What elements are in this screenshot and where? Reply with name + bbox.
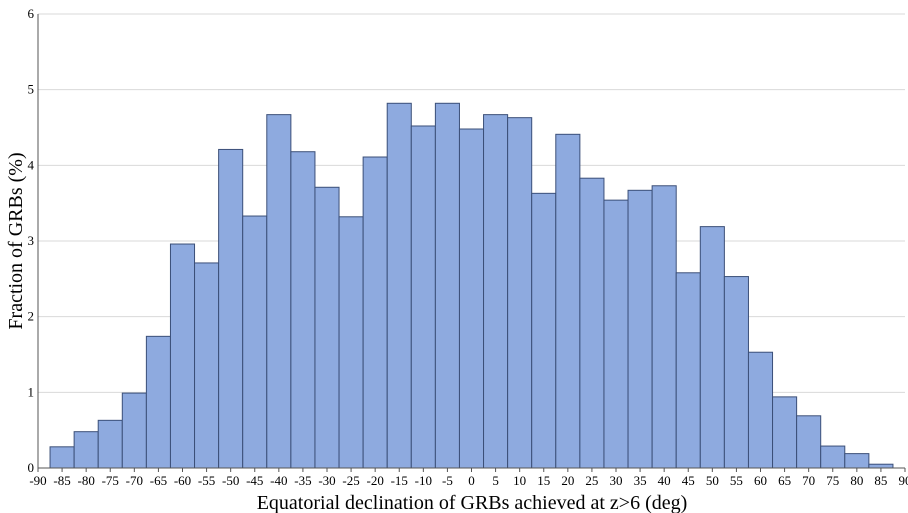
bars xyxy=(49,102,894,469)
histogram-bar xyxy=(194,262,220,469)
x-tick-label: -80 xyxy=(77,473,94,488)
x-tick-label: 80 xyxy=(850,473,863,488)
histogram-bar xyxy=(434,102,460,469)
y-tick-label: 4 xyxy=(28,157,35,172)
histogram-bar xyxy=(868,463,894,469)
x-tick-label: -75 xyxy=(102,473,119,488)
x-tick-label: 50 xyxy=(706,473,719,488)
x-tick-label: 30 xyxy=(610,473,623,488)
y-tick-label: 5 xyxy=(28,82,35,97)
histogram-bar xyxy=(844,453,870,469)
x-tick-label: 65 xyxy=(778,473,791,488)
histogram-bar xyxy=(97,419,123,469)
histogram-bar xyxy=(49,446,75,469)
x-tick-label: -70 xyxy=(126,473,143,488)
x-tick-label: 55 xyxy=(730,473,743,488)
x-tick-label: -65 xyxy=(150,473,167,488)
histogram-bar xyxy=(603,199,629,469)
y-tick-label: 0 xyxy=(28,460,35,475)
x-tick-label: 90 xyxy=(899,473,908,488)
x-tick-label: -20 xyxy=(366,473,383,488)
x-tick-label: 60 xyxy=(754,473,767,488)
histogram-bar xyxy=(386,102,412,469)
histogram-bar xyxy=(675,272,701,469)
x-tick-label: 10 xyxy=(513,473,526,488)
x-tick-label: -30 xyxy=(318,473,335,488)
x-tick-label: -35 xyxy=(294,473,311,488)
x-axis-label: Equatorial declination of GRBs achieved … xyxy=(257,492,688,513)
y-tick-label: 2 xyxy=(28,309,35,324)
x-tick-label: 5 xyxy=(492,473,499,488)
histogram-bar xyxy=(362,156,388,469)
histogram-bar xyxy=(266,114,292,469)
x-tick-label: 45 xyxy=(682,473,695,488)
histogram-bar xyxy=(338,216,364,469)
y-tick-labels: 0 1 2 3 4 5 6 xyxy=(28,6,35,475)
histogram-bar xyxy=(723,276,749,469)
y-tick-label: 3 xyxy=(28,233,35,248)
histogram-bar xyxy=(218,148,244,469)
x-tick-label: 15 xyxy=(537,473,550,488)
histogram-bar xyxy=(483,114,509,469)
histogram-bar xyxy=(410,125,436,469)
histogram-bar xyxy=(555,133,581,469)
histogram-bar xyxy=(242,215,268,469)
x-tick-label: 75 xyxy=(826,473,839,488)
x-tick-label: 25 xyxy=(585,473,598,488)
x-tick-label: -45 xyxy=(246,473,263,488)
histogram-bar xyxy=(651,185,677,469)
x-tick-label: 35 xyxy=(634,473,647,488)
histogram-bar xyxy=(699,226,725,469)
x-tick-label: -85 xyxy=(53,473,70,488)
axes xyxy=(37,14,906,472)
histogram-bar xyxy=(458,128,485,469)
histogram-bar xyxy=(314,186,340,469)
x-tick-label: 0 xyxy=(468,473,475,488)
histogram-bar xyxy=(747,351,774,469)
x-tick-label: -25 xyxy=(342,473,359,488)
x-tick-label: -40 xyxy=(270,473,287,488)
x-tick-label: 85 xyxy=(874,473,887,488)
x-tick-label: 40 xyxy=(658,473,671,488)
histogram-bar xyxy=(73,431,99,469)
y-tick-label: 1 xyxy=(28,384,35,399)
x-tick-label: -5 xyxy=(442,473,453,488)
x-tick-label: 20 xyxy=(561,473,574,488)
histogram-bar xyxy=(121,392,147,469)
x-tick-label: -50 xyxy=(222,473,239,488)
y-tick-label: 6 xyxy=(28,6,35,21)
x-tick-label: -55 xyxy=(198,473,215,488)
x-tick-label: 70 xyxy=(802,473,815,488)
x-tick-label: -15 xyxy=(391,473,408,488)
histogram-bar xyxy=(627,189,653,469)
histogram-bar xyxy=(772,396,798,469)
x-tick-label: -60 xyxy=(174,473,191,488)
histogram-bar xyxy=(796,415,822,469)
x-tick-labels: -90 -85 -80 -75 -70 -65 -60 -55 -50 -45 -40 -35 -30-… xyxy=(29,473,908,488)
y-axis-label: Fraction of GRBs (%) xyxy=(5,152,27,329)
x-tick-label: -90 xyxy=(29,473,46,488)
histogram-bar xyxy=(145,335,171,469)
histogram-bar xyxy=(169,243,196,469)
histogram-bar xyxy=(820,445,846,469)
histogram-bar xyxy=(290,151,316,469)
histogram-bar xyxy=(531,192,557,469)
histogram-bar xyxy=(507,117,533,469)
histogram-bar xyxy=(579,177,605,469)
x-tick-label: -10 xyxy=(415,473,432,488)
